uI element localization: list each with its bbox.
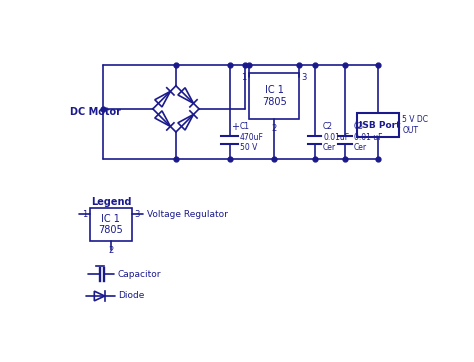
Text: C2
0.01uF
Cer: C2 0.01uF Cer	[323, 122, 349, 152]
Text: IC 1
7805: IC 1 7805	[262, 85, 286, 106]
Text: 2: 2	[108, 246, 113, 255]
Text: 1: 1	[242, 73, 247, 82]
Text: C3
0.01 uF
Cer: C3 0.01 uF Cer	[354, 122, 383, 152]
Text: Voltage Regulator: Voltage Regulator	[147, 210, 228, 219]
Text: DC Motor: DC Motor	[70, 107, 121, 117]
Text: 5 V DC
OUT: 5 V DC OUT	[402, 115, 428, 135]
Text: 1: 1	[82, 210, 87, 219]
Text: Diode: Diode	[118, 291, 145, 300]
Text: Capacitor: Capacitor	[118, 270, 161, 279]
Bar	[90, 208, 132, 241]
Text: C1
470uF
50 V: C1 470uF 50 V	[240, 122, 264, 152]
Text: IC 1
7805: IC 1 7805	[99, 214, 123, 235]
Text: 2: 2	[272, 124, 277, 133]
Text: Legend: Legend	[91, 197, 132, 207]
Text: USB Port: USB Port	[356, 121, 401, 130]
Text: +: +	[231, 122, 239, 132]
Text: 3: 3	[134, 210, 140, 219]
Text: 3: 3	[301, 73, 307, 82]
Bar	[357, 113, 399, 138]
Bar	[249, 73, 299, 119]
